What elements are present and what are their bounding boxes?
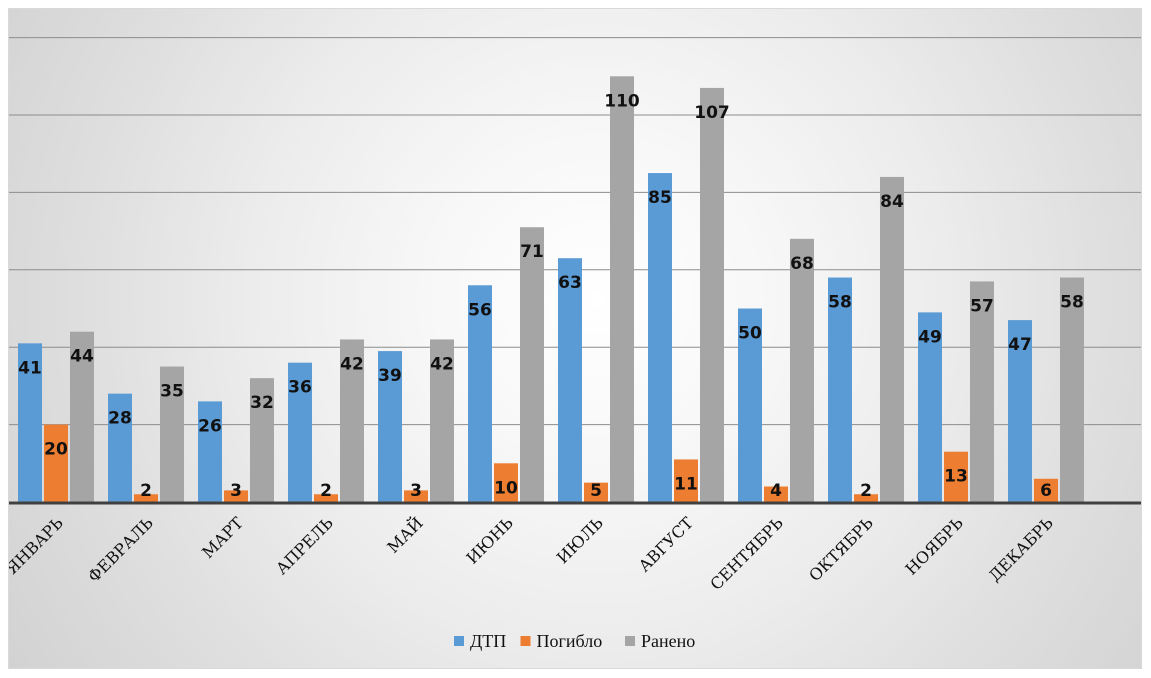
bar-Ранено-АПРЕЛЬ	[340, 339, 364, 502]
bar-ДТП-ЯНВАРЬ	[18, 343, 42, 502]
bar-Погибло-АВГУСТ	[674, 459, 698, 502]
data-label-Погибло-ИЮЛЬ: 5	[590, 481, 602, 501]
chart: 4120442823526332362423934256107163511085…	[9, 37, 1141, 651]
data-label-ДТП-ОКТЯБРЬ: 58	[828, 293, 852, 313]
bar-ДТП-МАЙ	[378, 351, 402, 502]
bar-Ранено-МАЙ	[430, 339, 454, 502]
bar-Ранено-АВГУСТ	[700, 87, 724, 502]
legend-label-ДТП: ДТП	[470, 631, 506, 651]
bar-ДТП-ДЕКАБРЬ	[1008, 320, 1032, 502]
bar-ДТП-НОЯБРЬ	[918, 312, 942, 502]
data-label-ДТП-МАРТ: 26	[198, 416, 222, 436]
bar-Погибло-НОЯБРЬ	[944, 451, 968, 502]
bar-Ранено-СЕНТЯБРЬ	[790, 238, 814, 502]
data-label-Погибло-МАЙ: 3	[410, 481, 422, 501]
bar-Ранено-ФЕВРАЛЬ	[160, 366, 184, 502]
bar-ДТП-СЕНТЯБРЬ	[738, 308, 762, 502]
x-tick-label-ОКТЯБРЬ: ОКТЯБРЬ	[805, 513, 877, 585]
x-tick-label-МАЙ: МАЙ	[383, 513, 427, 557]
bar-Ранено-ОКТЯБРЬ	[880, 176, 904, 503]
data-label-Ранено-АПРЕЛЬ: 42	[340, 354, 364, 374]
data-label-Ранено-НОЯБРЬ: 57	[970, 296, 994, 316]
bar-Погибло-ЯНВАРЬ	[44, 424, 68, 502]
bar-ДТП-АВГУСТ	[648, 173, 672, 503]
bar-ДТП-ИЮЛЬ	[558, 258, 582, 502]
data-label-Ранено-ОКТЯБРЬ: 84	[880, 192, 904, 212]
bar-Ранено-НОЯБРЬ	[970, 281, 994, 502]
bar-Ранено-ИЮЛЬ	[610, 76, 634, 503]
data-label-Ранено-МАРТ: 32	[250, 393, 274, 413]
data-label-Погибло-АВГУСТ: 11	[674, 474, 698, 494]
bar-ДТП-ОКТЯБРЬ	[828, 277, 852, 502]
data-label-Ранено-ИЮЛЬ: 110	[604, 91, 640, 111]
x-tick-label-ИЮЛЬ: ИЮЛЬ	[553, 513, 607, 567]
legend: ДТП Погибло Ранено	[454, 631, 695, 651]
data-label-Погибло-НОЯБРЬ: 13	[944, 467, 968, 487]
data-label-Ранено-АВГУСТ: 107	[694, 103, 730, 123]
data-labels: 4120442823526332362423934256107163511085…	[18, 91, 1084, 501]
x-tick-label-ФЕВРАЛЬ: ФЕВРАЛЬ	[84, 513, 157, 586]
legend-label-Погибло: Погибло	[537, 631, 603, 651]
data-label-ДТП-ДЕКАБРЬ: 47	[1008, 335, 1032, 355]
data-label-Погибло-МАРТ: 3	[230, 481, 242, 501]
data-label-Погибло-ИЮНЬ: 10	[494, 478, 518, 498]
bar-Погибло-ДЕКАБРЬ	[1034, 478, 1058, 502]
chart-frame: 41 20 44 28 2 35 26 3 32 36 2 42 39 3 42 56 10 71 63 5 110 85…	[8, 8, 1142, 669]
x-tick-label-ЯНВАРЬ: ЯНВАРЬ	[9, 513, 67, 578]
data-label-ДТП-ФЕВРАЛЬ: 28	[108, 409, 132, 429]
x-tick-label-ДЕКАБРЬ: ДЕКАБРЬ	[985, 513, 1057, 585]
data-label-Ранено-ФЕВРАЛЬ: 35	[160, 382, 184, 402]
data-label-ДТП-АПРЕЛЬ: 36	[288, 378, 312, 398]
data-label-Погибло-ОКТЯБРЬ: 2	[860, 481, 872, 501]
x-tick-label-НОЯБРЬ: НОЯБРЬ	[902, 513, 967, 578]
bar-Погибло-ФЕВРАЛЬ	[134, 494, 158, 502]
data-label-ДТП-ИЮНЬ: 56	[468, 300, 492, 320]
data-label-Ранено-ДЕКАБРЬ: 58	[1060, 293, 1084, 313]
bars	[18, 76, 1084, 503]
x-tick-labels: ЯНВАРЬ ФЕВРАЛЬ МАРТ АПРЕЛЬ МАЙ ИЮНЬ ИЮЛЬ АВГУСТ…	[9, 513, 1057, 594]
bar-Ранено-ЯНВАРЬ	[70, 331, 94, 502]
legend-swatch-Ранено	[625, 636, 635, 646]
bar-Ранено-МАРТ	[250, 378, 274, 502]
data-label-Погибло-ЯНВАРЬ: 20	[44, 440, 68, 460]
x-tick-label-СЕНТЯБРЬ: СЕНТЯБРЬ	[706, 513, 787, 594]
data-label-Ранено-ЯНВАРЬ: 44	[70, 347, 94, 367]
data-label-ДТП-ЯНВАРЬ: 41	[18, 358, 42, 378]
x-tick-label-АВГУСТ: АВГУСТ	[635, 513, 697, 575]
data-label-Ранено-МАЙ: 42	[430, 354, 454, 374]
data-label-ДТП-НОЯБРЬ: 49	[918, 327, 942, 347]
bar-Погибло-МАРТ	[224, 490, 248, 502]
data-label-Погибло-АПРЕЛЬ: 2	[320, 481, 332, 501]
data-label-ДТП-СЕНТЯБРЬ: 50	[738, 324, 762, 344]
bar-Погибло-СЕНТЯБРЬ	[764, 486, 788, 502]
data-label-Погибло-ДЕКАБРЬ: 6	[1040, 481, 1052, 501]
data-label-Погибло-ФЕВРАЛЬ: 2	[140, 481, 152, 501]
data-label-ДТП-ИЮЛЬ: 63	[558, 273, 582, 293]
legend-label-Ранено: Ранено	[641, 631, 695, 651]
bar-Погибло-ОКТЯБРЬ	[854, 494, 878, 502]
x-tick-label-ИЮНЬ: ИЮНЬ	[463, 513, 517, 567]
bar-Погибло-МАЙ	[404, 490, 428, 502]
bar-Ранено-ИЮНЬ	[520, 227, 544, 503]
bar-Погибло-ИЮНЬ	[494, 463, 518, 502]
bar-ДТП-АПРЕЛЬ	[288, 362, 312, 502]
data-label-Погибло-СЕНТЯБРЬ: 4	[770, 481, 782, 501]
legend-swatch-Погибло	[520, 636, 531, 646]
data-label-Ранено-ИЮНЬ: 71	[520, 242, 544, 262]
x-tick-label-МАРТ: МАРТ	[198, 513, 247, 562]
data-label-Ранено-СЕНТЯБРЬ: 68	[790, 254, 814, 274]
data-label-ДТП-МАЙ: 39	[378, 366, 402, 386]
bar-ДТП-ИЮНЬ	[468, 285, 492, 502]
data-label-ДТП-АВГУСТ: 85	[648, 188, 672, 208]
x-tick-label-АПРЕЛЬ: АПРЕЛЬ	[272, 513, 337, 578]
bar-ДТП-ФЕВРАЛЬ	[108, 393, 132, 502]
bar-ДТП-МАРТ	[198, 401, 222, 502]
legend-swatch-ДТП	[454, 636, 464, 646]
bar-Погибло-АПРЕЛЬ	[314, 494, 338, 502]
bar-Погибло-ИЮЛЬ	[584, 482, 608, 502]
bar-Ранено-ДЕКАБРЬ	[1060, 277, 1084, 502]
